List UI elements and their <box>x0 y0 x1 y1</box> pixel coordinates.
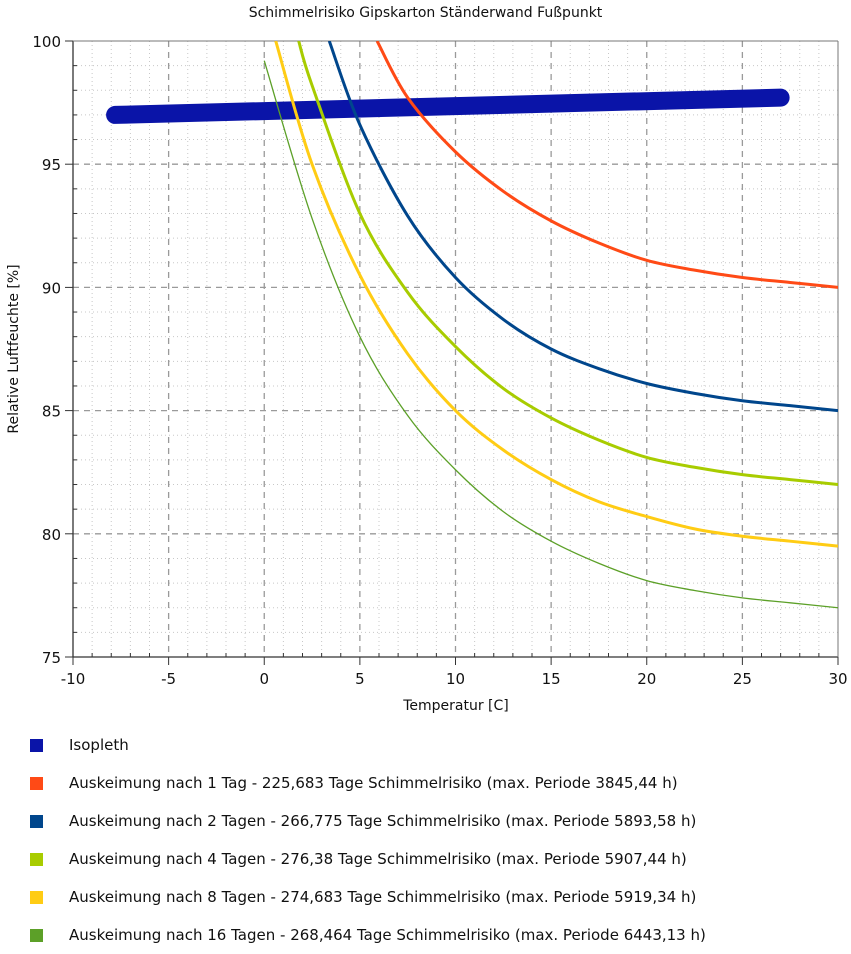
legend-swatch <box>30 814 43 828</box>
x-tick-label: 0 <box>259 670 269 688</box>
legend-label: Auskeimung nach 16 Tagen - 268,464 Tage … <box>69 926 706 944</box>
chart-title: Schimmelrisiko Gipskarton Ständerwand Fu… <box>248 5 603 21</box>
legend-item: Auskeimung nach 1 Tag - 225,683 Tage Sch… <box>30 764 706 802</box>
chart-plot: -10 -5 0 5 10 15 20 25 30 75 80 85 90 95 100 Temperatu… <box>6 33 848 714</box>
x-tick-label: 25 <box>733 670 752 688</box>
series-line-5 <box>263 60 838 609</box>
x-tick-label: 5 <box>355 670 365 688</box>
series-line-3 <box>297 41 838 487</box>
legend-item: Auskeimung nach 4 Tagen - 276,38 Tage Sc… <box>30 840 706 878</box>
legend-item: Auskeimung nach 16 Tagen - 268,464 Tage … <box>30 916 706 954</box>
series-line-4 <box>274 41 838 548</box>
legend-swatch <box>30 852 43 866</box>
y-tick-label: 90 <box>42 279 61 297</box>
grid <box>73 41 838 657</box>
x-axis-title: Temperatur [C] <box>402 698 509 714</box>
y-tick-label: 75 <box>42 649 61 667</box>
legend-swatch <box>30 928 43 942</box>
legend-label: Auskeimung nach 2 Tagen - 266,775 Tage S… <box>69 812 697 830</box>
legend-label: Auskeimung nach 1 Tag - 225,683 Tage Sch… <box>69 774 678 792</box>
legend-swatch <box>30 890 43 904</box>
y-tick-label: 80 <box>42 526 61 544</box>
isopleth-band <box>106 88 790 124</box>
y-tick-label: 100 <box>32 33 61 51</box>
legend-item: Isopleth <box>30 726 706 764</box>
series-layer <box>106 41 838 609</box>
x-tick-label: 20 <box>637 670 656 688</box>
legend-item: Auskeimung nach 2 Tagen - 266,775 Tage S… <box>30 802 706 840</box>
y-axis-title: Relative Luftfeuchte [%] <box>6 264 22 433</box>
axes <box>65 40 839 665</box>
x-tick-label: 30 <box>828 670 847 688</box>
legend: Isopleth Auskeimung nach 1 Tag - 225,683 … <box>30 726 706 954</box>
legend-item: Auskeimung nach 8 Tagen - 274,683 Tage S… <box>30 878 706 916</box>
x-tick-label: -10 <box>61 670 86 688</box>
legend-label: Auskeimung nach 4 Tagen - 276,38 Tage Sc… <box>69 850 687 868</box>
y-tick-label: 85 <box>42 403 61 421</box>
series-line-1 <box>375 41 838 289</box>
legend-swatch <box>30 738 43 752</box>
x-tick-label: 10 <box>446 670 465 688</box>
tick-labels: -10 -5 0 5 10 15 20 25 30 75 80 85 90 95 100 <box>32 33 847 688</box>
x-tick-label: 15 <box>542 670 561 688</box>
y-tick-label: 95 <box>42 156 61 174</box>
legend-swatch <box>30 776 43 790</box>
legend-label: Auskeimung nach 8 Tagen - 274,683 Tage S… <box>69 888 697 906</box>
series-line-2 <box>327 41 838 413</box>
x-tick-label: -5 <box>161 670 176 688</box>
legend-label: Isopleth <box>69 736 129 754</box>
